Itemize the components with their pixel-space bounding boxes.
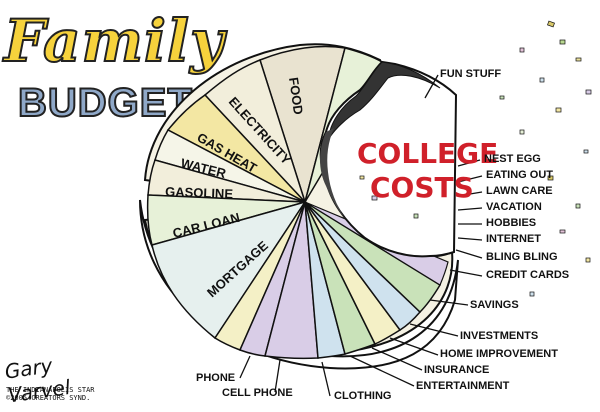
title-budget: BUDGET [17,80,193,126]
callout-insurance: INSURANCE [424,364,489,376]
callout-internet: INTERNET [486,233,541,245]
flying-crumbs [359,20,592,297]
callout-savings: SAVINGS [470,299,519,311]
slice-label-gasoline: GASOLINE [165,184,234,201]
callout-home-improvement: HOME IMPROVEMENT [440,348,558,360]
callout-nest-egg: NEST EGG [484,153,541,165]
callout-hobbies: HOBBIES [486,217,536,229]
title-family: Family [3,6,225,76]
callout-bling-bling: BLING BLING [486,251,558,263]
callout-credit-cards: CREDIT CARDS [486,269,569,281]
callout-fun-stuff: FUN STUFF [440,68,501,80]
slice-electricity [203,59,306,203]
credit-line-1: THE INDIANAPOLIS STAR [6,386,95,394]
callout-phone: PHONE [196,372,235,384]
slice-label-food: FOOD [286,76,306,115]
callout-entertainment: ENTERTAINMENT [416,380,510,392]
callout-vacation: VACATION [486,201,542,213]
callout-lawn-care: LAWN CARE [486,185,553,197]
callout-lines [239,74,483,397]
slice-food [259,45,346,205]
callout-eating-out: EATING OUT [486,169,553,181]
callout-clothing: CLOTHING [334,390,391,402]
artist-credit: THE INDIANAPOLIS STAR ©2005 CREATORS SYN… [6,386,126,402]
slice-mortgage [151,200,307,340]
callout-investments: INVESTMENTS [460,330,538,342]
college-costs-line1: COLLEGE [357,137,498,170]
bite-shadow [327,61,441,141]
callout-cell-phone: CELL PHONE [222,387,293,399]
credit-line-2: ©2005 CREATORS SYND. [6,394,91,402]
bite-crumbs-edge [320,128,346,220]
college-costs-line2: COSTS [370,171,474,204]
